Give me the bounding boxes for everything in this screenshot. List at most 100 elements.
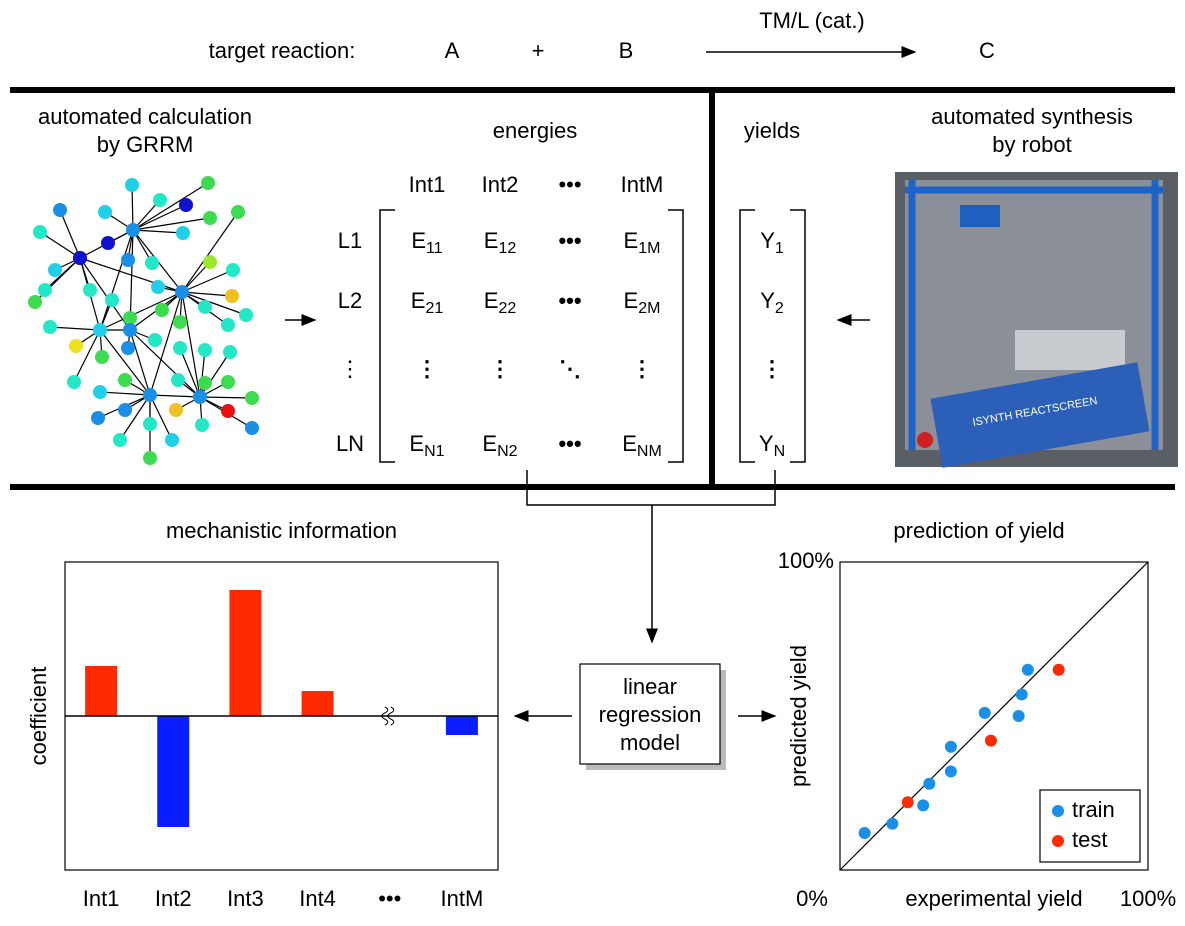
cell-main: E [624,288,639,313]
graph-node [201,176,215,190]
row-label: LN [336,431,364,456]
matrix-cell: ••• [558,228,581,253]
y-axis-label: coefficient [26,667,51,766]
bar [445,716,478,735]
graph-edge [99,229,134,331]
robot-photo: ISYNTH REACTSCREEN [895,172,1178,468]
graph-node [165,433,179,447]
point [1052,663,1065,676]
cell-main: E [484,228,499,253]
graph-edge [179,347,201,398]
cell-main: Y [759,431,774,456]
plus: + [532,38,545,63]
cell-main: E [482,431,497,456]
product: C [979,38,995,63]
x-tick-label: 100% [1120,886,1176,911]
graph-edge [119,394,151,441]
graph-node [53,203,67,217]
point [923,777,936,790]
graph-edge [149,291,183,396]
graph-node [223,345,237,359]
graph-edge [181,291,233,297]
matrix-cell: EN2 [482,431,517,460]
x-axis-label: experimental yield [905,886,1082,911]
graph-node [245,421,259,435]
reactant: B [619,38,634,63]
matrix-cell: ⋮ [489,356,511,381]
matrix-cell: ENM [622,431,662,460]
graph-edge [132,204,187,231]
matrix-cell: E21 [411,288,444,317]
graph-edge [132,217,211,231]
point [1012,710,1025,722]
matrix-cell: E1M [624,228,661,257]
graph-node [195,418,209,432]
point [984,734,997,747]
y-axis-label: predicted yield [786,645,811,787]
x-tick-label: IntM [441,886,484,911]
graph-node [143,388,157,402]
legend-label: test [1072,827,1107,852]
graph-node [28,295,42,309]
graph-node [118,403,132,417]
chart-title: mechanistic information [166,518,397,543]
graph-edge [79,257,131,331]
graph-node [73,251,87,265]
cell-sub: 22 [498,300,516,317]
graph-node [225,289,239,303]
graph-node [95,350,109,364]
graph-edge [39,231,81,259]
graph-edge [129,329,201,398]
matrix-cell: ••• [558,431,581,456]
graph-node [198,376,212,390]
section-title: automated calculation [38,104,252,129]
graph-edge [181,269,234,293]
cell-sub: 2M [638,300,660,317]
graph-node [151,280,165,294]
point [1015,688,1028,701]
model-label: model [620,730,680,755]
graph-node [176,226,190,240]
matrix-cell: ••• [558,288,581,313]
bar [229,590,262,716]
graph-node [98,205,112,219]
graph-node [148,333,162,347]
x-tick-label: Int2 [155,886,192,911]
graph-node [221,375,235,389]
cell-main: E [409,431,424,456]
graph-node [43,320,57,334]
graph-node [153,193,167,207]
matrix-cell: ⋮ [416,356,438,381]
vector-cell: YN [759,431,785,460]
reaction-label: target reaction: [209,38,356,63]
point [978,706,991,719]
matrix-cell: ⋱ [559,356,581,381]
graph-node [93,385,107,399]
x-tick-label: 0% [796,886,828,911]
x-tick-label: Int3 [227,886,264,911]
graph-edge [181,291,201,398]
graph-node [113,433,127,447]
cell-main: E [484,288,499,313]
graph-node [143,451,157,465]
graph-node [121,253,135,267]
row-label: L2 [338,288,362,313]
column-label: IntM [621,172,664,197]
x-tick-label: Int4 [299,886,336,911]
matrix-cell: E22 [484,288,517,317]
cell-sub: N2 [497,443,518,460]
point [886,817,899,830]
bar [157,716,190,827]
column-label: Int1 [409,172,446,197]
graph-node [221,318,235,332]
connector [526,470,776,642]
model-label: linear [623,674,677,699]
point [917,799,930,812]
reactant: A [445,38,460,63]
matrix-cell: ⋮ [631,356,653,381]
graph-node [123,323,137,337]
graph-edge [73,329,101,383]
graph-edge [99,391,151,396]
cell-main: Y [760,288,775,313]
